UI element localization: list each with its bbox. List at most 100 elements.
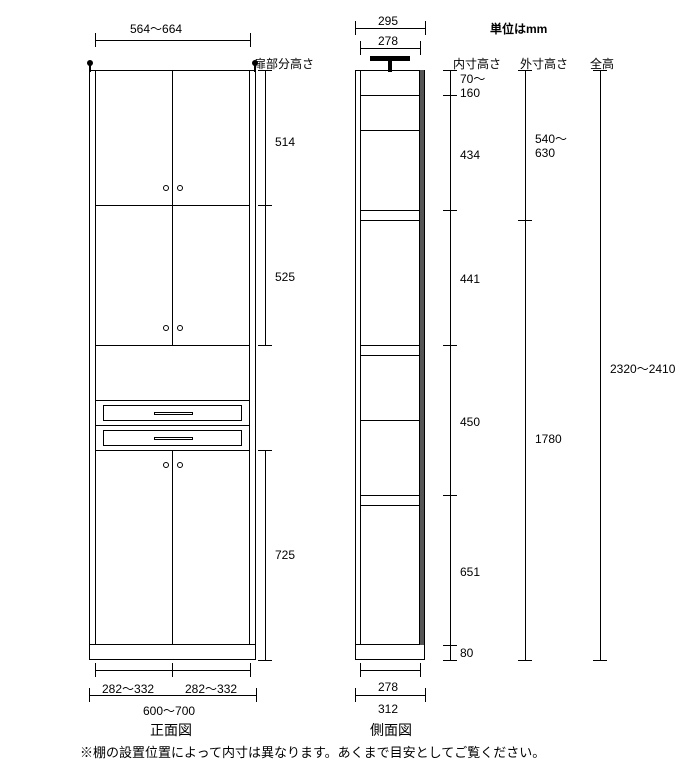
knob-icon [163,325,169,331]
side-bottom-outer: 312 [378,702,398,716]
dim-tick [258,450,272,451]
shelf-line [360,220,420,221]
dim-tick [518,220,532,221]
dim-tick [425,21,426,35]
dim-tick [250,33,251,47]
diagram-container: 単位はmm 564～664 扉部分高さ [0,0,700,761]
knob-icon [177,325,183,331]
total-height: 2320～2410 [610,360,675,377]
dim-tick [258,660,272,661]
door-height-2: 525 [275,270,295,284]
dim-tick [518,660,532,661]
footnote: ※棚の設置位置によって内寸は異なります。あくまで目安としてご覧ください。 [80,742,545,761]
door-height-3: 725 [275,548,295,562]
door-section [95,70,250,205]
shelf-line [360,95,420,96]
dim-line [600,70,601,660]
dim-tick [355,21,356,35]
dim-tick [355,688,356,702]
dim-tick [443,95,457,96]
inner-h-5: 651 [460,565,480,579]
drawer [103,430,242,446]
door-section [95,205,250,345]
drawer-handle [154,412,193,415]
side-top-outer: 295 [378,14,398,28]
unit-label: 単位はmm [490,20,547,37]
shelf-line [360,130,420,131]
inner-h-6: 80 [460,646,473,660]
dim-line [450,70,451,660]
dim-tick [258,345,272,346]
inner-h-2: 434 [460,148,480,162]
dim-tick [443,495,457,496]
dim-tick [420,41,421,55]
side-edge [420,70,424,645]
dim-line [95,40,250,41]
section-line [95,425,250,426]
inner-h-3: 441 [460,272,480,286]
front-view-title: 正面図 [150,720,192,740]
shelf-line [360,505,420,506]
side-bottom-inner: 278 [378,680,398,694]
dim-line [265,450,266,660]
side-view-title: 側面図 [370,720,412,740]
shelf-line [360,210,420,211]
dim-tick [360,41,361,55]
dim-line [360,670,420,671]
dim-line [360,48,420,49]
section-line [95,400,250,401]
dim-tick [256,688,257,702]
door-divider [172,205,173,345]
door-height-1: 514 [275,135,295,149]
inner-height-label: 内寸高さ [453,55,501,72]
inner-h-1: 70～160 [460,72,485,101]
knob-icon [177,462,183,468]
knob-icon [163,462,169,468]
dim-tick [360,663,361,677]
shelf-line [360,355,420,356]
dim-tick [258,70,272,71]
dim-tick [443,70,457,71]
dim-tick [443,660,457,661]
dim-tick [593,660,607,661]
shelf-line [360,495,420,496]
section-line [95,345,250,346]
dim-tick [250,663,251,677]
outer-h-1: 540～630 [535,132,567,161]
dim-tick [518,70,532,71]
drawer-handle [154,437,193,440]
side-cabinet [360,70,420,645]
dim-tick [258,205,272,206]
dim-tick [95,33,96,47]
knob-icon [177,185,183,191]
base [89,645,256,660]
dim-line [525,70,526,660]
dim-tick [593,70,607,71]
dim-line [355,28,425,29]
door-divider [172,450,173,645]
dim-tick [443,210,457,211]
dim-tick [89,688,90,702]
door-divider [172,70,173,205]
shelf-line [360,345,420,346]
drawer [103,405,242,421]
dim-tick [420,663,421,677]
dim-tick [443,645,457,646]
front-top-width: 564～664 [130,20,182,37]
side-base [355,645,425,660]
knob-icon [163,185,169,191]
dim-line [265,70,266,345]
dim-line [355,695,425,696]
inner-h-4: 450 [460,415,480,429]
dim-tick [172,663,173,677]
side-top-inner: 278 [378,34,398,48]
outer-h-2: 1780 [535,432,562,446]
door-section [95,450,250,645]
shelf-line [360,420,420,421]
dim-tick [425,688,426,702]
front-cabinet [95,70,250,645]
dim-line [89,695,256,696]
side-inner [360,70,420,645]
bottom-width: 600～700 [143,702,195,719]
dim-tick [95,663,96,677]
